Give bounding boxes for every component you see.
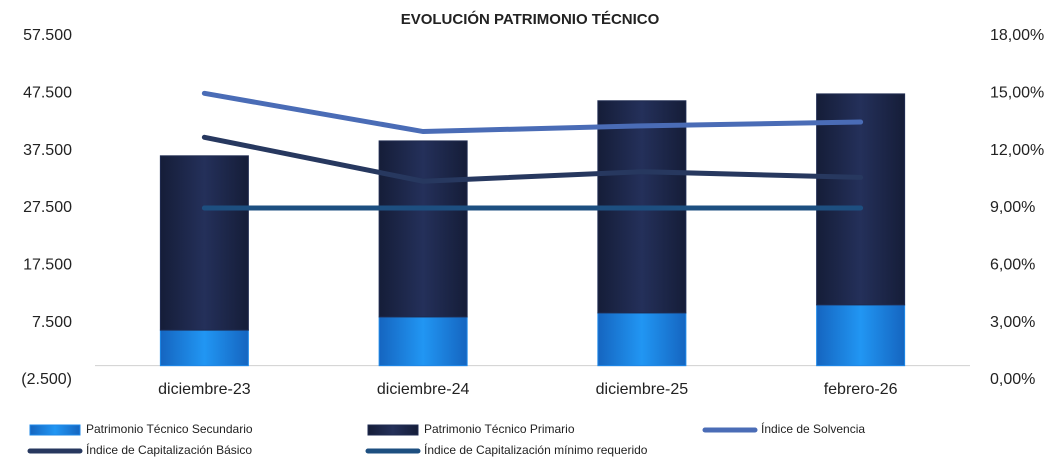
chart-title: EVOLUCIÓN PATRIMONIO TÉCNICO bbox=[401, 10, 660, 28]
bar bbox=[159, 329, 249, 367]
legend-label: Índice de Capitalización Básico bbox=[86, 442, 252, 457]
y2-tick-label: 6,00% bbox=[990, 257, 1035, 274]
y2-tick-label: 15,00% bbox=[990, 85, 1044, 102]
x-tick-label: febrero-26 bbox=[824, 381, 898, 398]
line bbox=[201, 90, 864, 135]
y2-tick-label: 3,00% bbox=[990, 314, 1035, 331]
x-tick-label: diciembre-25 bbox=[596, 381, 689, 398]
x-tick-label: diciembre-24 bbox=[377, 381, 470, 398]
bar bbox=[816, 304, 906, 367]
y2-tick-label: 9,00% bbox=[990, 199, 1035, 216]
y-tick-label: (2.500) bbox=[21, 371, 72, 388]
y-tick-label: 37.500 bbox=[23, 142, 72, 159]
legend-label: Índice de Capitalización mínimo requerid… bbox=[424, 442, 648, 457]
x-tick-label: diciembre-23 bbox=[158, 381, 251, 398]
line bbox=[201, 134, 864, 184]
y-tick-label: 57.500 bbox=[23, 27, 72, 44]
y2-tick-label: 12,00% bbox=[990, 142, 1044, 159]
y2-tick-label: 0,00% bbox=[990, 371, 1035, 388]
legend-label: Patrimonio Técnico Secundario bbox=[86, 422, 253, 436]
bar bbox=[816, 93, 906, 306]
bar bbox=[378, 316, 468, 367]
bar bbox=[378, 140, 468, 318]
legend-label: Patrimonio Técnico Primario bbox=[424, 422, 575, 436]
y-tick-label: 27.500 bbox=[23, 199, 72, 216]
y-tick-label: 17.500 bbox=[23, 257, 72, 274]
bar bbox=[597, 312, 687, 367]
y-tick-label: 7.500 bbox=[32, 314, 72, 331]
y2-tick-label: 18,00% bbox=[990, 27, 1044, 44]
legend-swatch bbox=[367, 424, 419, 436]
legend-swatch bbox=[29, 424, 81, 436]
y-tick-label: 47.500 bbox=[23, 85, 72, 102]
legend-label: Índice de Solvencia bbox=[761, 421, 865, 436]
bar bbox=[159, 155, 249, 331]
